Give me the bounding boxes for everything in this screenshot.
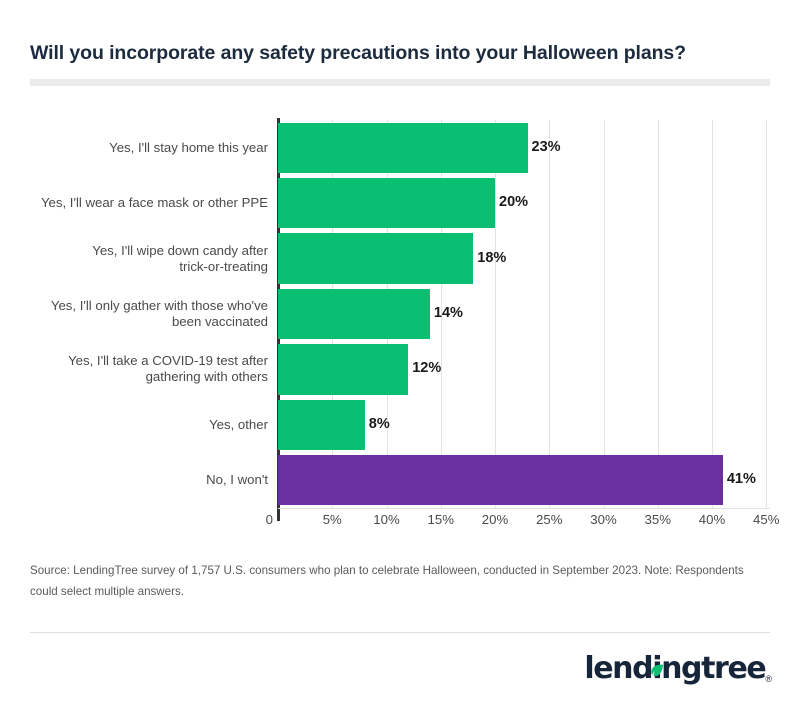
bar: [278, 344, 409, 395]
x-tick-label: 40%: [698, 512, 726, 527]
title-divider: [30, 79, 770, 86]
leaf-icon: [651, 664, 664, 677]
gridline-20%: [495, 120, 496, 508]
gridline-25%: [549, 120, 551, 508]
source-note: Source: LendingTree survey of 1,757 U.S.…: [30, 564, 744, 598]
x-tick-label: 20%: [481, 512, 509, 527]
gridline-15%: [440, 120, 442, 508]
gridline-30%: [603, 120, 605, 508]
bar-value-label: 18%: [477, 249, 507, 266]
bar-value-label: 41%: [726, 471, 756, 488]
x-tick-label: 15%: [427, 512, 454, 527]
x-tick-label: 5%: [322, 512, 342, 527]
gridline-40%: [712, 120, 713, 508]
x-tick-label: 0: [265, 512, 273, 527]
bar: [278, 177, 495, 229]
category-label: Yes, I'll wipe down candy after trick-or…: [92, 242, 268, 274]
bar: [278, 399, 365, 451]
category-label: Yes, I'll stay home this year: [109, 139, 268, 155]
x-tick-label: 10%: [373, 512, 400, 527]
bar-chart: 23% 20% 18% 14% 12% 8% 41% Yes, I'll stay home…: [0, 100, 800, 540]
gridline-45%: [766, 120, 768, 508]
category-label: Yes, I'll take a COVID-19 test after gat…: [68, 353, 268, 385]
gridline-35%: [657, 120, 659, 508]
category-label: No, I won't: [206, 472, 268, 488]
bar: [278, 455, 723, 506]
page-title: Will you incorporate any safety precauti…: [30, 42, 686, 64]
plot-area: 23% 20% 18% 14% 12% 8% 41%: [278, 120, 770, 508]
bar-value-label: 20%: [499, 194, 529, 211]
bar-value-label: 14%: [433, 305, 463, 321]
x-tick-label: 35%: [644, 512, 671, 527]
bar: [278, 122, 528, 173]
category-label: Yes, other: [209, 416, 268, 432]
bar-value-label: 8%: [368, 415, 390, 432]
bar-value-label: 12%: [412, 360, 442, 377]
logo-wordmark: lendingtree: [584, 651, 766, 686]
x-axis-baseline: [278, 508, 770, 509]
lendingtree-logo: lendingtree ®: [584, 648, 772, 686]
category-label: Yes, I'll wear a face mask or other PPE: [40, 195, 268, 211]
category-label: Yes, I'll only gather with those who've …: [50, 298, 268, 329]
x-tick-label: 30%: [590, 512, 617, 527]
bar: [278, 233, 474, 284]
bar-value-label: 23%: [531, 138, 561, 155]
x-tick-label: 45%: [753, 512, 780, 527]
logo-registered-mark: ®: [765, 674, 772, 684]
footer-divider: [30, 632, 770, 633]
category-labels: Yes, I'll stay home this year Yes, I'll w…: [23, 120, 268, 508]
bar: [278, 288, 430, 340]
x-tick-label: 25%: [536, 512, 563, 527]
